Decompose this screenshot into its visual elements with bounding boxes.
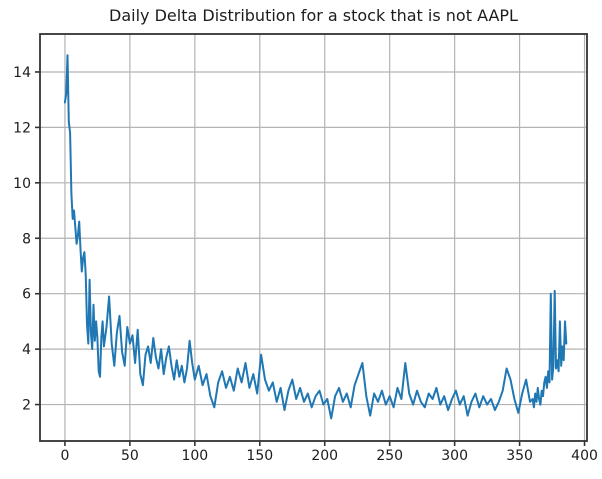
x-tick-label: 50 (121, 448, 139, 464)
y-tick-label: 12 (13, 120, 31, 136)
x-tick-label: 100 (181, 448, 208, 464)
y-tick-label: 4 (22, 342, 31, 358)
y-tick-label: 2 (22, 398, 31, 414)
x-tick-label: 350 (506, 448, 533, 464)
x-tick-label: 400 (571, 448, 598, 464)
data-line (63, 54, 568, 420)
x-tick-label: 150 (246, 448, 273, 464)
y-tick-label: 8 (22, 231, 31, 247)
x-tick-label: 300 (441, 448, 468, 464)
x-tick-label: 0 (60, 448, 69, 464)
x-tick-label: 250 (376, 448, 403, 464)
y-tick-label: 6 (22, 287, 31, 303)
chart-title: Daily Delta Distribution for a stock tha… (109, 6, 518, 25)
y-tick-label: 10 (13, 176, 31, 192)
x-tick-label: 200 (311, 448, 338, 464)
y-tick-label: 14 (13, 65, 31, 81)
